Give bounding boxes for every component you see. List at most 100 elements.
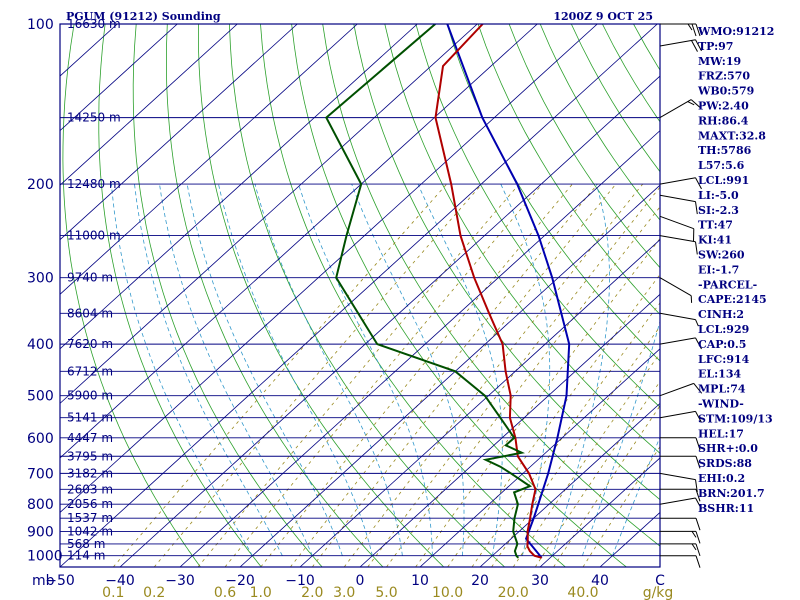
isotherm-line (179, 130, 660, 567)
wind-barb-flag (687, 23, 693, 31)
temperature-tick-label: −30 (165, 573, 195, 589)
stability-index-text: CINH:2 (698, 308, 744, 321)
pressure-tick-label: 800 (27, 497, 54, 513)
height-label: 568 m (67, 537, 105, 551)
dewpoint-trace-line (325, 24, 533, 559)
isotherm-line (60, 24, 658, 567)
stability-index-text: MAXT:32.8 (698, 129, 766, 142)
header-station: PGUM (91212) Sounding (66, 10, 221, 23)
stability-index-text: SRDS:88 (698, 457, 752, 470)
mixing-ratio-line (153, 183, 483, 567)
mixing-ratio-tick-label: 5.0 (375, 585, 397, 600)
wind-barb-flag (695, 177, 702, 190)
stability-index-text: SW:260 (698, 249, 745, 262)
pressure-tick-label: 300 (27, 271, 54, 287)
wind-barbs (659, 23, 703, 568)
isotherm-line (60, 24, 178, 132)
isotherm-line (419, 348, 660, 567)
temperature-axis: −50 −40 −30 −20 −10 0 10 20 30 40 C (45, 573, 665, 589)
height-label: 12480 m (67, 177, 121, 191)
temperature-tick-label: −10 (285, 573, 315, 589)
stability-index-text: BSHR:11 (698, 502, 754, 515)
wind-barb-staff (659, 337, 696, 345)
stability-indices: WMO:91212 TP:97 MW:19 FRZ:570 WB0:579 PW:2.40… (697, 25, 774, 515)
wind-barb-staff (659, 497, 696, 505)
height-label: 2603 m (67, 482, 113, 496)
stability-index-text: LFC:914 (698, 353, 750, 366)
wind-barb-flag (693, 383, 703, 394)
background-grid (60, 24, 660, 567)
wind-barb-flag (687, 101, 695, 106)
height-label: 11000 m (67, 229, 121, 243)
pressure-tick-label: 500 (27, 389, 54, 405)
isotherm-line (60, 24, 598, 513)
mixing-ratio-line (197, 183, 520, 567)
wind-barb-staff (659, 194, 696, 203)
wind-barb-flag (695, 337, 702, 350)
temperature-tick-label: −20 (225, 573, 255, 589)
temperature-tick-label: 40 (591, 573, 609, 589)
mixing-ratio-tick-label: 0.2 (143, 585, 165, 600)
height-label: 114 m (67, 549, 105, 563)
wind-barb-staff (659, 235, 696, 243)
parcel-trace-line (446, 24, 571, 559)
mixing-ratio-line (290, 183, 598, 567)
wind-barb-staff (659, 472, 696, 481)
mixing-ratio-line (447, 273, 660, 567)
plot-frame (59, 23, 661, 568)
height-label: 2056 m (67, 497, 113, 511)
temperature-tick-label: 10 (411, 573, 429, 589)
wind-barb-staff (659, 410, 696, 419)
stability-index-text: -WIND- (698, 398, 744, 411)
mixing-ratio-tick-label: 20.0 (498, 585, 529, 600)
mixing-ratio-tick-label: 0.6 (214, 585, 236, 600)
wind-barb-staff (659, 277, 692, 297)
wind-barb-staff (659, 215, 694, 230)
stability-index-text: EL:134 (698, 368, 741, 381)
dry-adiabat-line (477, 24, 660, 316)
pressure-unit-label: mb (32, 573, 55, 589)
height-label: 9740 m (67, 271, 113, 285)
wind-barb-flag (695, 479, 698, 493)
mixing-ratio-tick-label: 1.0 (250, 585, 272, 600)
stability-index-text: BRN:201.7 (698, 487, 765, 500)
height-label: 5141 m (67, 411, 113, 425)
isotherm-line (60, 24, 298, 241)
isotherm-line (60, 24, 418, 350)
temperature-tick-label: 0 (356, 573, 365, 589)
mixing-ratio-tick-label: 3.0 (333, 585, 355, 600)
pressure-tick-label: 600 (27, 431, 54, 447)
pressure-tick-label: 1000 (27, 549, 63, 565)
isotherm-line (60, 24, 358, 295)
isotherm-line (239, 184, 660, 567)
wind-barb-staff (659, 39, 696, 47)
mixing-ratio-tick-label: 10.0 (432, 585, 463, 600)
height-label: 3795 m (67, 449, 113, 463)
isotherm-line (299, 239, 660, 567)
isotherm-line (359, 293, 660, 567)
mixing-ratio-line (260, 183, 573, 567)
header-time: 1200Z 9 OCT 25 (553, 10, 653, 23)
sounding-profiles (325, 24, 571, 559)
stability-index-text: LI:-5.0 (698, 189, 739, 202)
mixing-ratio-line (415, 237, 660, 567)
wind-barb-flag (695, 23, 701, 37)
stability-index-text: LCL:991 (698, 174, 749, 187)
stability-index-text: HEL:17 (698, 427, 744, 440)
mixing-ratio-line (311, 183, 617, 567)
stability-index-text: TH:5786 (698, 144, 752, 157)
stability-index-text: CAPE:2145 (698, 293, 767, 306)
isotherm-line (60, 24, 538, 459)
temperature-tick-label: −50 (45, 573, 75, 589)
wind-barb-flag (691, 543, 697, 551)
dry-adiabat-line (353, 24, 660, 501)
wind-barb-flag (690, 99, 701, 109)
stability-index-text: TP:97 (698, 40, 733, 53)
wind-barb-flag (695, 319, 699, 327)
stability-index-text: SI:-2.3 (698, 204, 739, 217)
wind-barb-staff (659, 312, 696, 321)
isotherm-line (479, 402, 660, 567)
stability-index-text: KI:41 (698, 234, 732, 247)
isotherm-line (539, 457, 660, 567)
